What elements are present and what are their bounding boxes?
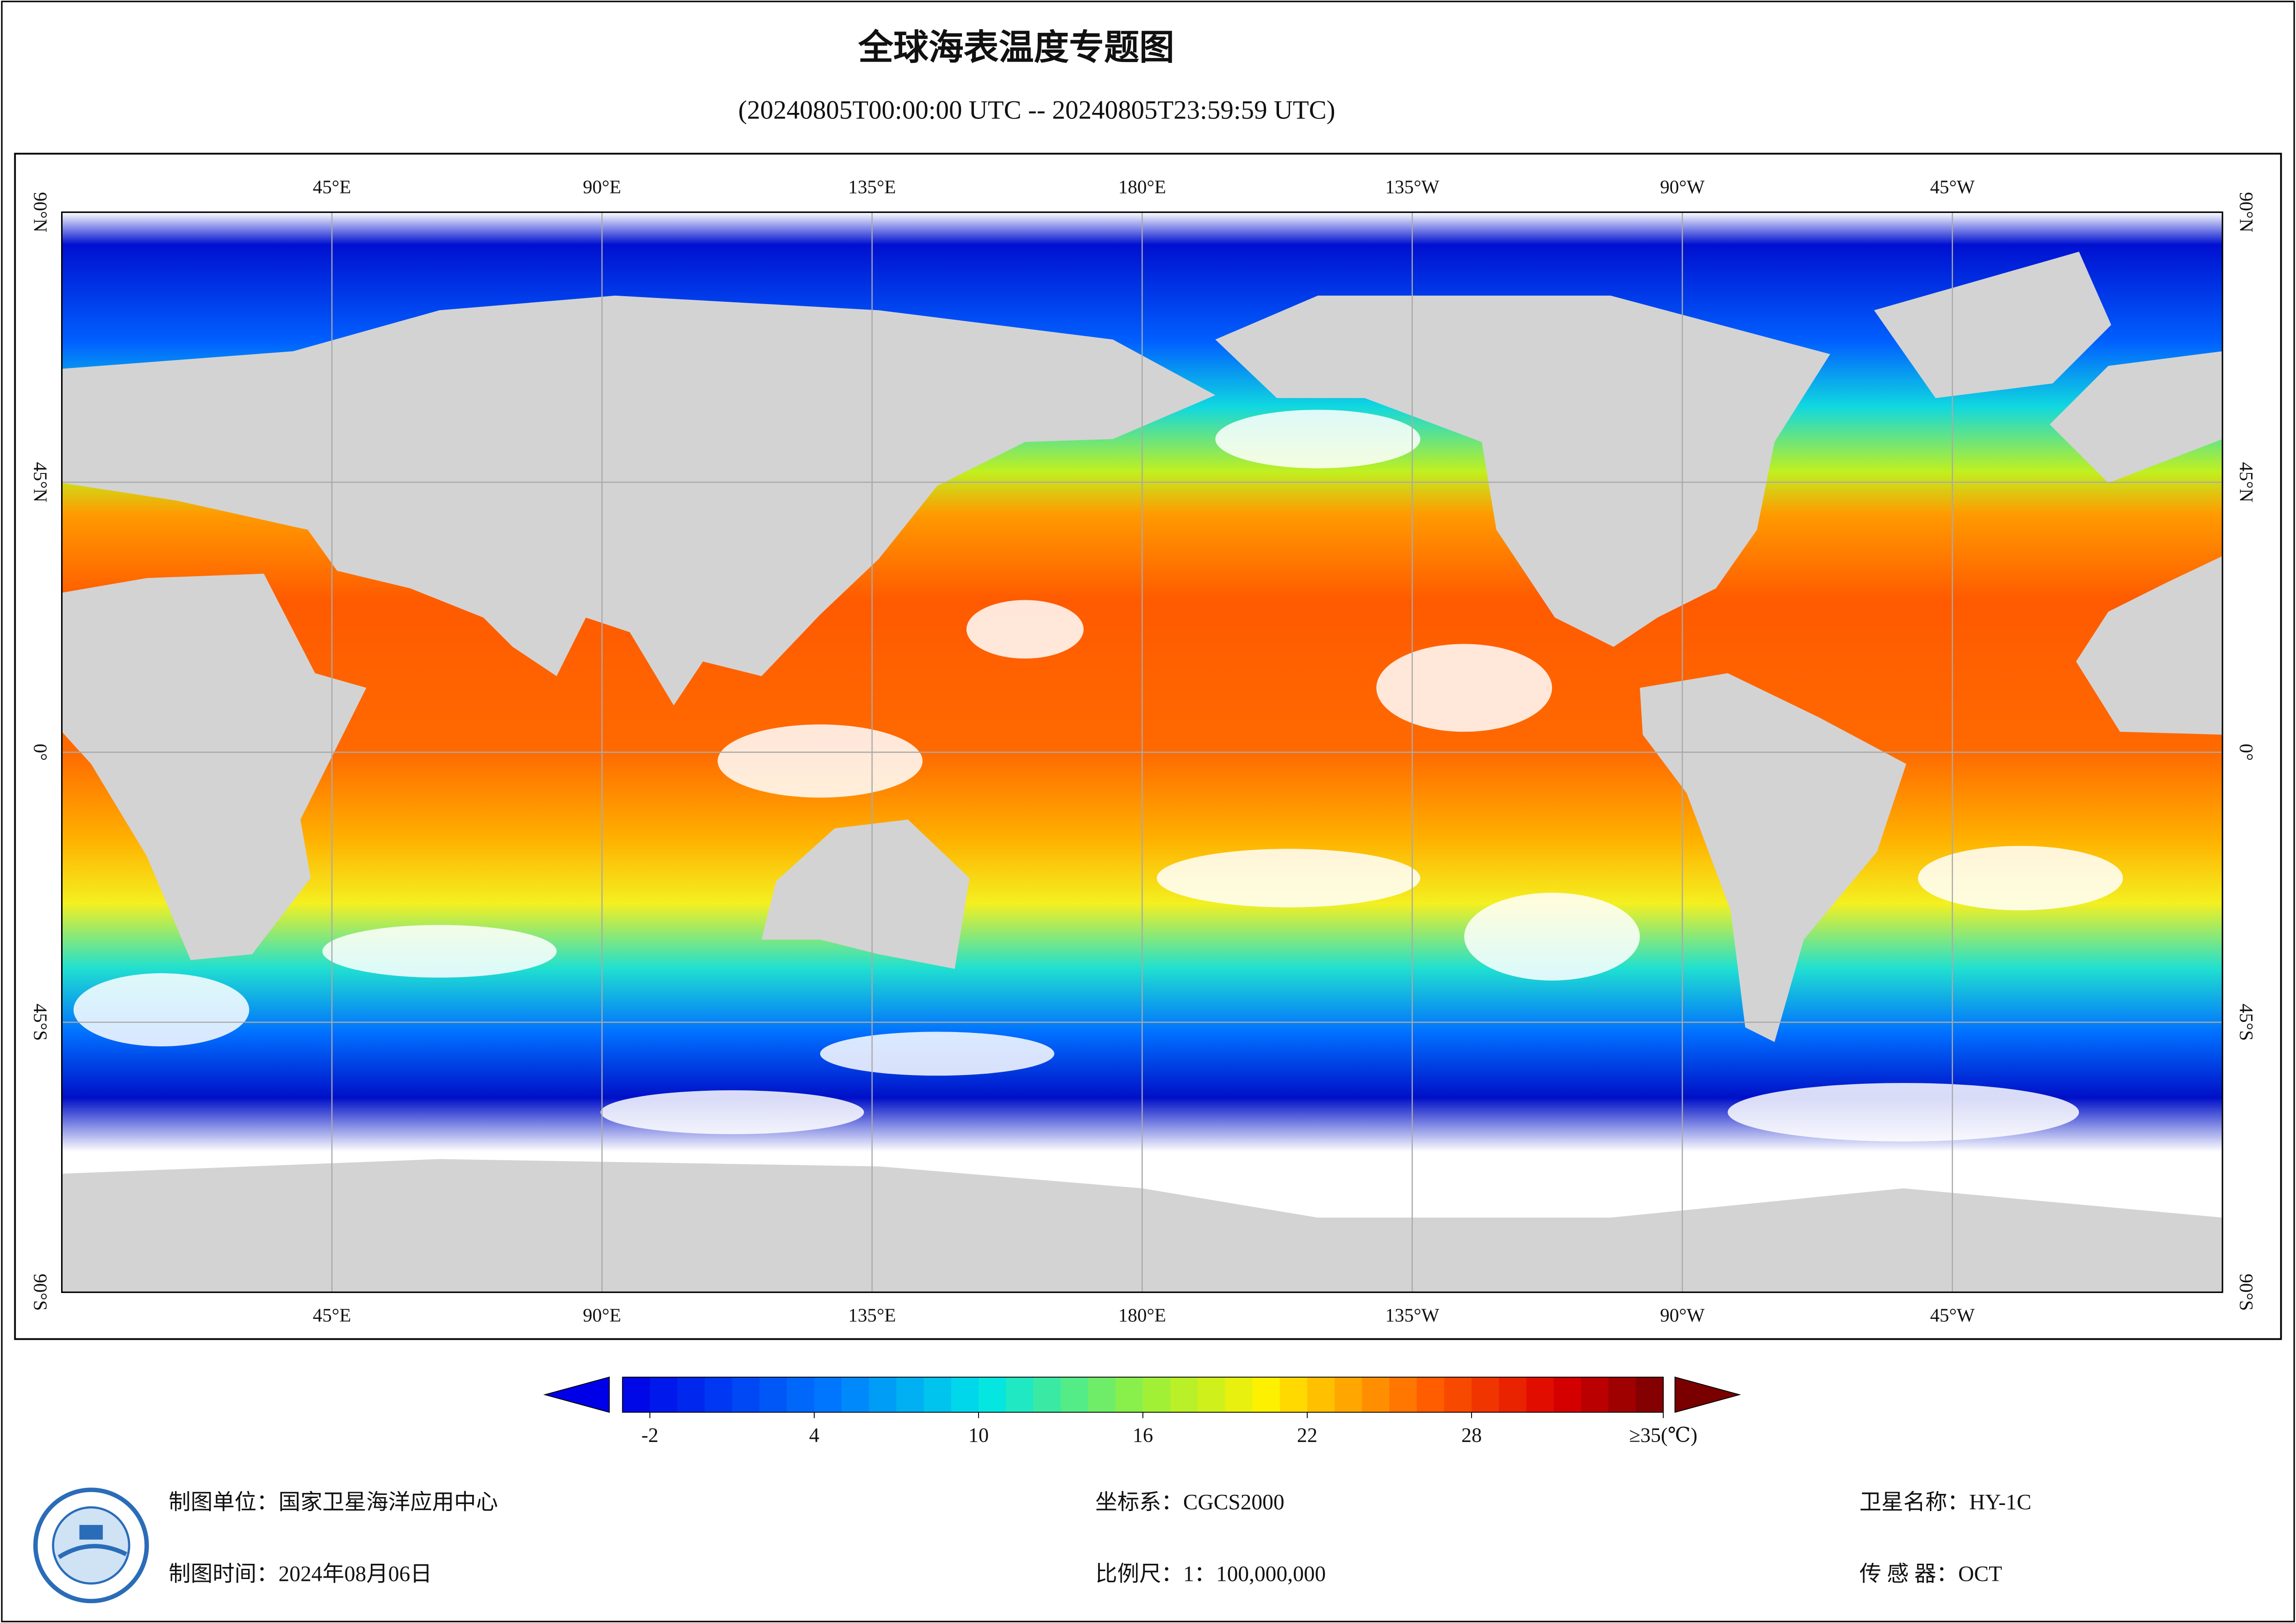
colorbar-tick-label: 16 — [1133, 1424, 1153, 1447]
colorbar-segment — [1581, 1377, 1609, 1412]
colorbar-segment — [786, 1377, 815, 1412]
colorbar-segment — [1115, 1377, 1143, 1412]
colorbar-segment — [649, 1377, 678, 1412]
lat-label-left: 90°S — [30, 1274, 51, 1311]
colorbar-segment — [869, 1377, 897, 1412]
lat-label-left: 45°N — [30, 462, 51, 502]
colorbar-segment — [814, 1377, 842, 1412]
colorbar-segment — [677, 1377, 705, 1412]
colorbar-tick-label: 22 — [1297, 1424, 1317, 1447]
lat-label-left: 0° — [30, 744, 51, 761]
colorbar-tick-label: 10 — [968, 1424, 989, 1447]
colorbar-segment — [622, 1377, 650, 1412]
colorbar-segment — [1554, 1377, 1582, 1412]
lat-label-right: 90°N — [2236, 192, 2257, 232]
colorbar-segment — [1170, 1377, 1198, 1412]
colorbar-segment — [1307, 1377, 1335, 1412]
colorbar-segment — [923, 1377, 952, 1412]
lat-label-right: 45°N — [2236, 462, 2257, 502]
logo — [33, 1487, 149, 1604]
lat-label-right: 0° — [2236, 744, 2257, 761]
lon-label-bottom: 180°E — [1118, 1305, 1166, 1326]
lon-label-bottom: 90°E — [583, 1305, 621, 1326]
lon-label-bottom: 45°E — [313, 1305, 351, 1326]
colorbar-tick-label: 28 — [1461, 1424, 1482, 1447]
map-frame — [14, 153, 2282, 1340]
colorbar-segment — [951, 1377, 979, 1412]
colorbar-segment — [732, 1377, 760, 1412]
lon-label-bottom: 135°W — [1385, 1305, 1439, 1326]
colorbar-segment — [1198, 1377, 1226, 1412]
lon-label-top: 90°W — [1660, 176, 1705, 197]
lon-label-top: 45°W — [1930, 176, 1975, 197]
colorbar-segment — [1526, 1377, 1554, 1412]
colorbar-tick-label: ≥35(℃) — [1629, 1424, 1697, 1447]
satellite: 卫星名称：HY-1C — [1859, 1491, 2031, 1515]
colorbar-segment — [896, 1377, 924, 1412]
lon-label-bottom: 45°W — [1930, 1305, 1975, 1326]
colorbar-segment — [1033, 1377, 1061, 1412]
map-border — [61, 211, 2223, 1293]
colorbar-segment — [1499, 1377, 1527, 1412]
production-date: 制图时间：2024年08月06日 — [168, 1562, 432, 1586]
lon-label-bottom: 135°E — [848, 1305, 896, 1326]
map-body — [62, 211, 2223, 1293]
colorbar-segment — [842, 1377, 870, 1412]
lon-label-top: 180°E — [1118, 176, 1166, 197]
colorbar-segment — [1335, 1377, 1363, 1412]
colorbar-segment — [1389, 1377, 1417, 1412]
colorbar-segment — [1088, 1377, 1116, 1412]
lat-label-right: 90°S — [2236, 1274, 2257, 1311]
colorbar-segment — [1362, 1377, 1390, 1412]
colorbar-segment — [1252, 1377, 1280, 1412]
colorbar-segment — [1279, 1377, 1308, 1412]
colorbar-segment — [1471, 1377, 1500, 1412]
coordinate-system: 坐标系：CGCS2000 — [1095, 1491, 1284, 1515]
title: 全球海表温度专题图 — [858, 27, 1174, 68]
colorbar-over-arrow — [1674, 1376, 1741, 1413]
lat-label-left: 90°N — [30, 192, 51, 232]
colorbar-segment — [1608, 1377, 1636, 1412]
colorbar-tick-label: -2 — [641, 1424, 658, 1447]
colorbar-segment — [1142, 1377, 1171, 1412]
subtitle: (20240805T00:00:00 UTC -- 20240805T23:59… — [738, 96, 1335, 125]
lon-label-top: 45°E — [313, 176, 351, 197]
colorbar-segment — [1006, 1377, 1034, 1412]
colorbar-segment — [1416, 1377, 1445, 1412]
sensor: 传 感 器：OCT — [1859, 1562, 2002, 1586]
colorbar-segment — [978, 1377, 1007, 1412]
colorbar-segment — [705, 1377, 733, 1412]
colorbar-under-arrow — [543, 1376, 610, 1413]
lat-label-left: 45°S — [30, 1004, 51, 1041]
lon-label-top: 135°E — [848, 176, 896, 197]
colorbar-segment — [1444, 1377, 1472, 1412]
colorbar-segment — [1061, 1377, 1089, 1412]
lat-label-right: 45°S — [2236, 1004, 2257, 1041]
cloud-gaps — [73, 410, 2123, 1142]
lon-label-top: 90°E — [583, 176, 621, 197]
lon-label-top: 135°W — [1385, 176, 1439, 197]
colorbar-segment — [759, 1377, 787, 1412]
producer: 制图单位：国家卫星海洋应用中心 — [168, 1491, 498, 1515]
colorbar-segment — [1635, 1377, 1664, 1412]
colorbar-segment — [1225, 1377, 1253, 1412]
map-scale: 比例尺：1：100,000,000 — [1095, 1562, 1326, 1586]
lon-label-bottom: 90°W — [1660, 1305, 1705, 1326]
colorbar-tick-label: 4 — [809, 1424, 819, 1447]
